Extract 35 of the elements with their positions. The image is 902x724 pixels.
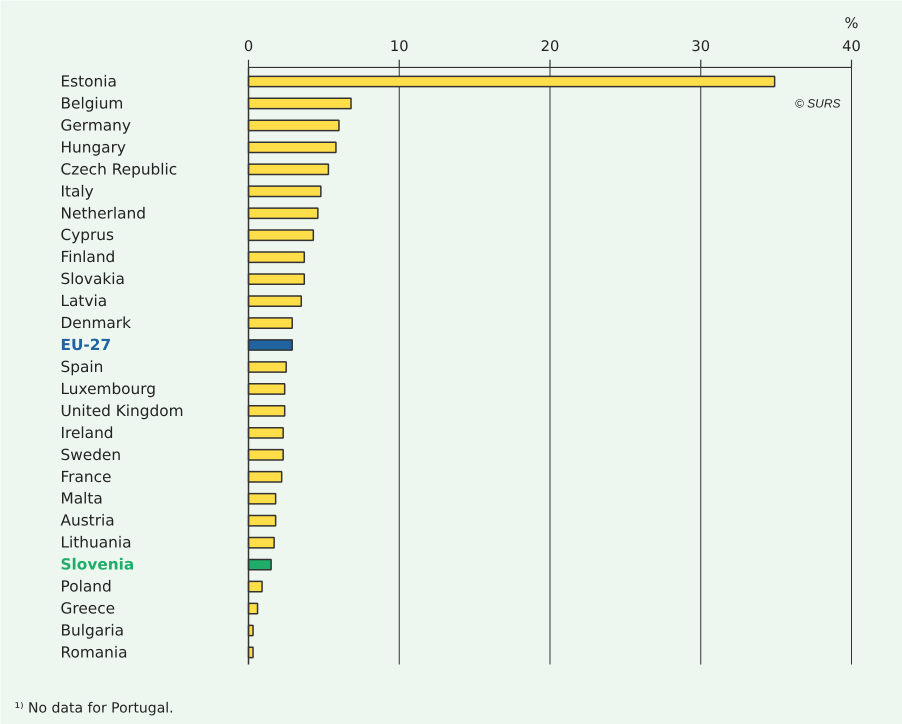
y-tick-label: Malta (60, 490, 103, 508)
y-tick-label: Hungary (60, 138, 126, 156)
y-tick-label: Luxembourg (60, 380, 156, 398)
y-tick-label: United Kingdom (60, 402, 184, 420)
x-tick-label: 0 (244, 38, 254, 55)
y-tick-label: Sweden (60, 446, 122, 464)
y-tick-label: Lithuania (60, 534, 132, 552)
y-tick-label: Ireland (60, 424, 114, 442)
y-tick-label: Czech Republic (60, 160, 178, 178)
y-tick-label: Italy (60, 182, 94, 200)
y-tick-label: Finland (60, 248, 116, 266)
y-tick-label: Denmark (60, 314, 132, 332)
y-tick-label: Latvia (60, 292, 108, 310)
x-tick-label: 30 (691, 38, 710, 55)
y-tick-label: Romania (60, 643, 128, 662)
y-tick-label: Estonia (60, 72, 117, 90)
x-tick-label: 10 (390, 38, 409, 55)
annotation: © SURS (794, 96, 840, 110)
y-tick-label: Slovakia (60, 270, 125, 288)
y-tick-label: Spain (60, 358, 104, 376)
y-tick-label: Germany (60, 116, 131, 134)
y-tick-label: Poland (60, 578, 112, 596)
text: ¹⁾ No data for Portugal. (14, 700, 174, 716)
x-axis-title: % (844, 15, 859, 32)
y-tick-label: Austria (60, 512, 115, 530)
y-tick-label: Netherland (60, 204, 146, 222)
x-tick-label: 40 (842, 38, 861, 55)
y-tick-label: Greece (60, 600, 116, 618)
x-tick-label: 20 (540, 38, 560, 55)
y-tick-label: France (60, 468, 112, 486)
y-tick-label: Slovenia (60, 556, 134, 574)
y-tick-label: EU-27 (60, 336, 112, 354)
y-tick-label: Belgium (60, 94, 124, 112)
y-tick-label: Bulgaria (60, 622, 124, 640)
y-tick-label: Cyprus (60, 226, 114, 244)
